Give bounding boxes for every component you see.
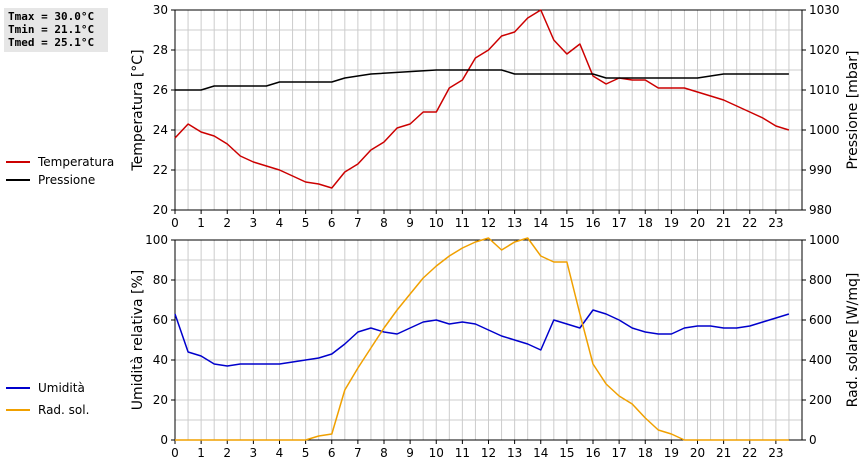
x-tick-label: 6 <box>328 446 336 460</box>
stats-box: Tmax = 30.0°C Tmin = 21.1°C Tmed = 25.1°… <box>4 8 108 52</box>
x-tick-label: 4 <box>276 446 284 460</box>
x-tick-label: 0 <box>171 216 179 230</box>
x-tick-label: 17 <box>611 216 626 230</box>
x-tick-label: 14 <box>533 446 548 460</box>
x-tick-label: 9 <box>406 216 414 230</box>
y2-tick-label: 1020 <box>809 43 840 57</box>
x-tick-label: 12 <box>481 446 496 460</box>
tmed-label: Tmed = 25.1°C <box>8 36 95 49</box>
x-tick-label: 5 <box>302 446 310 460</box>
x-tick-label: 6 <box>328 216 336 230</box>
x-tick-label: 21 <box>716 446 731 460</box>
x-tick-label: 9 <box>406 446 414 460</box>
y2-tick-label: 0 <box>809 433 817 447</box>
legend-label: Temperatura <box>37 155 114 169</box>
legend-label: Pressione <box>38 173 95 187</box>
tmax-label: Tmax = 30.0°C <box>8 10 95 23</box>
x-tick-label: 19 <box>664 446 679 460</box>
x-tick-label: 2 <box>223 216 231 230</box>
y-tick-label: 26 <box>153 83 168 97</box>
y-tick-label: 24 <box>153 123 168 137</box>
x-tick-label: 22 <box>742 446 757 460</box>
x-tick-label: 4 <box>276 216 284 230</box>
x-tick-label: 3 <box>250 216 258 230</box>
x-tick-label: 19 <box>664 216 679 230</box>
y-tick-label: 28 <box>153 43 168 57</box>
y2-tick-label: 1010 <box>809 83 840 97</box>
y2-tick-label: 800 <box>809 273 832 287</box>
x-tick-label: 15 <box>559 446 574 460</box>
x-tick-label: 11 <box>455 446 470 460</box>
x-tick-label: 1 <box>197 216 205 230</box>
series-line-rad-sol- <box>175 237 789 441</box>
x-tick-label: 2 <box>223 446 231 460</box>
x-tick-label: 7 <box>354 216 362 230</box>
x-tick-label: 20 <box>690 446 705 460</box>
x-tick-label: 10 <box>429 216 444 230</box>
x-tick-label: 18 <box>638 216 653 230</box>
x-tick-label: 15 <box>559 216 574 230</box>
y2-tick-label: 400 <box>809 353 832 367</box>
x-tick-label: 7 <box>354 446 362 460</box>
x-tick-label: 11 <box>455 216 470 230</box>
y-tick-label: 20 <box>153 393 168 407</box>
y2-tick-label: 200 <box>809 393 832 407</box>
y-tick-label: 30 <box>153 3 168 17</box>
x-tick-label: 23 <box>768 446 783 460</box>
y-axis-label: Temperatura [°C] <box>130 49 146 171</box>
x-tick-label: 1 <box>197 446 205 460</box>
y-tick-label: 60 <box>153 313 168 327</box>
y-tick-label: 20 <box>153 203 168 217</box>
series-line-umidit- <box>174 309 790 367</box>
y2-tick-label: 600 <box>809 313 832 327</box>
x-tick-label: 17 <box>611 446 626 460</box>
series-line-temperatura <box>174 9 790 189</box>
x-tick-label: 18 <box>638 446 653 460</box>
x-tick-label: 12 <box>481 216 496 230</box>
y2-axis-label: Pressione [mbar] <box>845 50 860 169</box>
x-tick-label: 5 <box>302 216 310 230</box>
y-tick-label: 22 <box>153 163 168 177</box>
x-tick-label: 16 <box>585 446 600 460</box>
y2-axis-label: Rad. solare [W/mq] <box>845 273 860 408</box>
legend-label: Umidità <box>38 381 85 395</box>
tmin-label: Tmin = 21.1°C <box>8 23 95 36</box>
y-tick-label: 80 <box>153 273 168 287</box>
y2-tick-label: 990 <box>809 163 832 177</box>
x-tick-label: 0 <box>171 446 179 460</box>
x-tick-label: 22 <box>742 216 757 230</box>
x-tick-label: 3 <box>250 446 258 460</box>
x-tick-label: 20 <box>690 216 705 230</box>
y-tick-label: 100 <box>145 233 168 247</box>
x-tick-label: 16 <box>585 216 600 230</box>
x-tick-label: 10 <box>429 446 444 460</box>
y2-tick-label: 1030 <box>809 3 840 17</box>
y2-tick-label: 1000 <box>809 233 840 247</box>
y-tick-label: 40 <box>153 353 168 367</box>
legend-label: Rad. sol. <box>38 403 89 417</box>
series-line-pressione <box>175 69 789 91</box>
y2-tick-label: 980 <box>809 203 832 217</box>
x-tick-label: 21 <box>716 216 731 230</box>
y-tick-label: 0 <box>160 433 168 447</box>
x-tick-label: 8 <box>380 216 388 230</box>
y2-tick-label: 1000 <box>809 123 840 137</box>
y-axis-label: Umidità relativa [%] <box>130 270 146 411</box>
x-tick-label: 13 <box>507 216 522 230</box>
x-tick-label: 13 <box>507 446 522 460</box>
x-tick-label: 8 <box>380 446 388 460</box>
x-tick-label: 23 <box>768 216 783 230</box>
x-tick-label: 14 <box>533 216 548 230</box>
